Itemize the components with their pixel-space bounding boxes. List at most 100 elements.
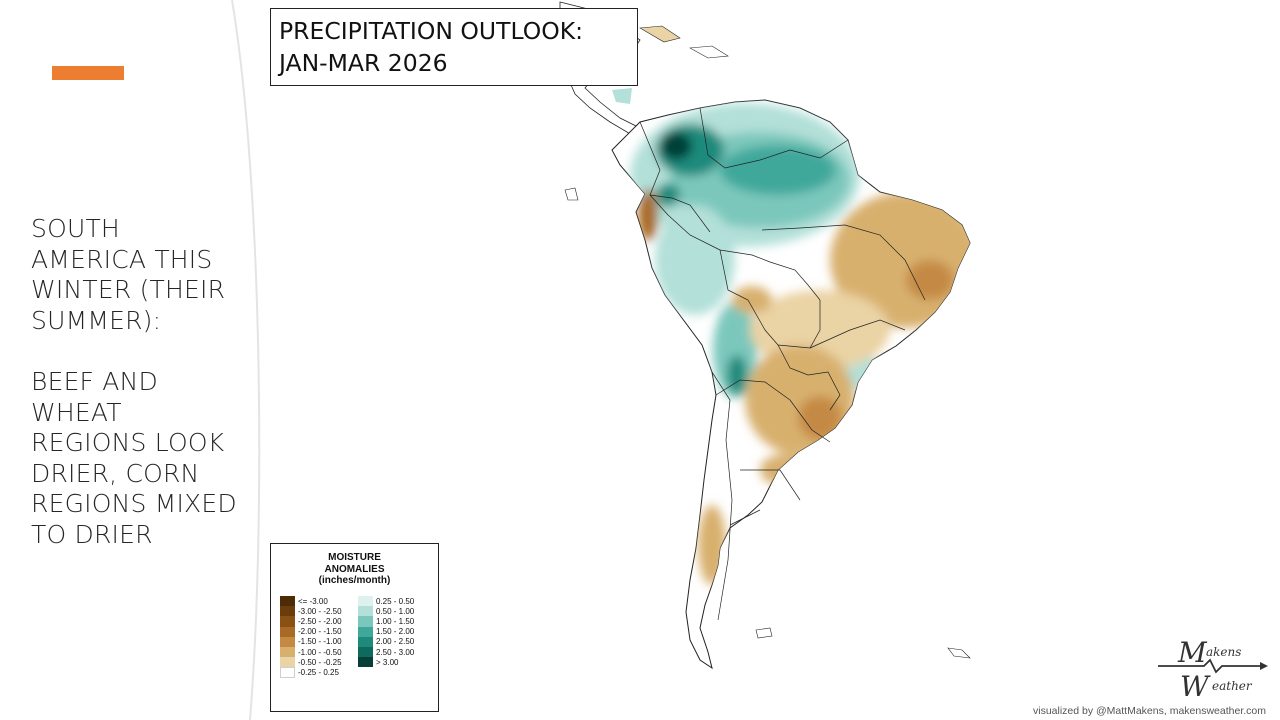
body-line: WHEAT <box>31 397 122 427</box>
legend-row: 0.50 - 1.00 <box>358 606 415 617</box>
legend-row: -2.50 - -2.00 <box>280 616 342 627</box>
logo-letter-m: M <box>1177 636 1208 669</box>
legend-row: -0.25 - 0.25 <box>280 667 342 678</box>
legend-label: 2.50 - 3.00 <box>376 647 415 657</box>
legend-row: <= -3.00 <box>280 596 342 607</box>
legend-label: 2.00 - 2.50 <box>376 637 415 647</box>
legend-label: -0.25 - 0.25 <box>298 667 339 677</box>
legend-title-line: (inches/month) <box>318 575 391 586</box>
falkland-islands <box>755 627 773 639</box>
wet-anomaly-peru <box>655 205 735 315</box>
accent-bar <box>52 66 124 80</box>
border-line <box>809 319 906 349</box>
legend-row: -0.50 - -0.25 <box>280 657 342 668</box>
legend-label: 0.50 - 1.00 <box>376 606 415 616</box>
border-line <box>729 509 761 526</box>
heading-line: SOUTH <box>31 214 120 243</box>
border-line <box>777 344 841 411</box>
heading-line: AMERICA THIS <box>31 244 213 274</box>
dry-anomaly-ecuador-coast <box>638 189 658 241</box>
body-line: REGIONS MIXED <box>31 489 237 518</box>
logo-text-eather: eather <box>1212 679 1253 693</box>
legend-dry-column: <= -3.00 -3.00 - -2.50 -2.50 - -2.00 -2.00 … <box>280 596 342 678</box>
heading-line: WINTER (THEIR <box>31 275 226 304</box>
legend-swatch <box>280 606 295 617</box>
legend-swatch <box>358 596 373 607</box>
anomaly-fields <box>630 103 970 585</box>
dry-anomaly-bolivia <box>732 286 772 314</box>
legend-row: -2.00 - -1.50 <box>280 626 342 637</box>
border-line <box>715 379 831 443</box>
border-line <box>719 249 821 349</box>
legend-title-line: ANOMALIES <box>324 563 385 575</box>
panel-curve-decoration <box>231 0 261 720</box>
wet-anomaly-andes-core <box>727 355 747 395</box>
legend-label: -1.50 - -1.00 <box>298 637 342 647</box>
country-borders <box>639 107 926 621</box>
logo-pulse-line <box>1158 658 1264 674</box>
south-georgia-island <box>947 647 971 659</box>
map-title-box: PRECIPITATION OUTLOOK: JAN-MAR 2026 <box>270 8 638 86</box>
legend-swatch <box>280 657 295 668</box>
legend-row: 0.25 - 0.50 <box>358 596 415 607</box>
legend-swatch <box>280 636 295 647</box>
legend-label: 1.50 - 2.00 <box>376 627 415 637</box>
map-title-line: JAN-MAR 2026 <box>279 49 448 77</box>
border-line <box>740 469 801 501</box>
legend-label: -2.50 - -2.00 <box>298 616 342 626</box>
border-line <box>711 371 733 621</box>
wet-anomaly-ecuador <box>656 183 680 207</box>
legend-swatch <box>280 626 295 637</box>
logo-text-akens: akens <box>1206 645 1241 659</box>
legend-label: <= -3.00 <box>298 596 328 606</box>
legend-row: -3.00 - -2.50 <box>280 606 342 617</box>
galapagos-islands <box>564 187 579 201</box>
legend-label: 1.00 - 1.50 <box>376 616 415 626</box>
wet-anomaly-amazon-core <box>720 145 836 195</box>
legend-label: -3.00 - -2.50 <box>298 606 342 616</box>
legend-row: 2.00 - 2.50 <box>358 636 415 647</box>
legend-swatch <box>280 596 295 607</box>
dry-anomaly-paraguay <box>745 345 855 455</box>
legend-label: 0.25 - 0.50 <box>376 596 415 606</box>
body-line: TO DRIER <box>31 519 153 549</box>
border-line <box>649 194 711 233</box>
legend-swatch <box>358 646 373 658</box>
wet-anomaly-colombia-core <box>660 132 692 160</box>
legend-swatch <box>358 626 373 637</box>
legend-label: -2.00 - -1.50 <box>298 627 342 637</box>
legend-swatch <box>280 616 295 627</box>
legend-title-line: MOISTURE <box>328 552 381 563</box>
map-title-line: PRECIPITATION OUTLOOK: <box>279 17 584 45</box>
legend-title: MOISTURE ANOMALIES (inches/month) <box>271 552 438 587</box>
legend-swatch <box>280 646 295 658</box>
panama-moisture-patch <box>612 88 632 104</box>
moisture-anomaly-legend: MOISTURE ANOMALIES (inches/month) <= -3.… <box>270 543 439 712</box>
makens-weather-logo: M akens W eather <box>1158 636 1268 702</box>
attribution-credit: visualized by @MattMakens, makensweather… <box>1032 705 1266 717</box>
border-line <box>699 107 849 169</box>
legend-swatch <box>358 616 373 627</box>
legend-swatch <box>280 667 295 678</box>
south-america-map <box>559 1 971 670</box>
legend-row: 2.50 - 3.00 <box>358 646 415 658</box>
logo-letter-w: W <box>1180 670 1211 702</box>
legend-row: 1.00 - 1.50 <box>358 616 415 627</box>
dry-anomaly-ne-brazil-core <box>906 260 954 300</box>
legend-row: 1.50 - 2.00 <box>358 626 415 637</box>
logo-arrowhead <box>1260 662 1268 670</box>
slide-text-panel: SOUTH AMERICA THIS WINTER (THEIR SUMMER)… <box>0 0 272 720</box>
body-line: REGIONS LOOK <box>31 428 225 457</box>
dry-anomaly-paraguay-core <box>798 396 842 440</box>
legend-row: -1.50 - -1.00 <box>280 636 342 647</box>
legend-swatch <box>358 606 373 617</box>
heading-line: SUMMER): <box>31 305 162 335</box>
slide-body-text: SOUTH AMERICA THIS WINTER (THEIR SUMMER)… <box>31 214 261 550</box>
body-line: DRIER, CORN <box>31 458 200 488</box>
body-line: BEEF AND <box>31 367 158 396</box>
legend-swatch <box>358 636 373 647</box>
legend-label: -1.00 - -0.50 <box>298 647 342 657</box>
caribbean-island <box>639 25 681 43</box>
legend-swatch <box>358 657 373 668</box>
border-line <box>761 224 926 301</box>
